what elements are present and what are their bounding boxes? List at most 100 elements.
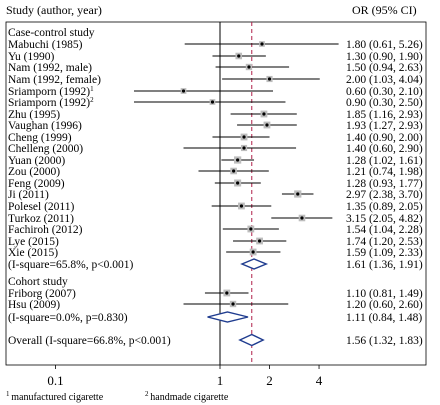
footnote: 2 handmade cigarette [145,390,229,403]
study-label: Fachiroh (2012) [8,224,83,236]
study-ci-text: 1.93 (1.27, 2.93) [346,120,423,132]
forest-row-study: Cheng (1999) 1.40 (0.90, 2.00) [8,132,423,144]
forest-row-study: Vaughan (1996) 1.93 (1.27, 2.93) [8,120,423,132]
forest-row-subtotal: (I-square=0.0%, p=0.830) 1.11 (0.84, 1.48… [8,311,422,324]
x-tick-label: 4 [316,373,323,388]
forest-row-study: Yu (1990) 1.30 (0.90, 1.90) [8,51,423,63]
study-label: Chelleng (2000) [8,143,83,155]
forest-row-study: Lye (2015) 1.74 (1.20, 2.53) [8,236,423,248]
subtotal-label: (I-square=0.0%, p=0.830) [8,312,128,324]
study-ci-text: 1.80 (0.61, 5.26) [346,39,423,51]
forest-row-study: Friborg (2007) 1.10 (0.81, 1.49) [8,288,423,300]
forest-row-study: Mabuchi (1985) 1.80 (0.61, 5.26) [8,39,423,51]
point-estimate [225,291,229,295]
study-label: Ji (2011) [8,189,49,201]
overall-diamond [238,333,265,347]
study-label: Hsu (2009) [8,299,60,311]
forest-row-study: Fachiroh (2012) 1.54 (1.04, 2.28) [8,224,423,236]
study-label: Nam (1992, female) [8,74,101,86]
forest-row-study: Chelleng (2000) 1.40 (0.60, 2.90) [8,143,423,155]
study-ci-text: 1.35 (0.89, 2.05) [346,201,423,213]
point-estimate [236,181,240,185]
study-label: Yu (1990) [8,51,54,63]
footnote: 1 manufactured cigarette [6,390,104,403]
study-ci-text: 1.54 (1.04, 2.28) [346,224,423,236]
point-estimate [260,42,264,46]
study-ci-text: 1.85 (1.16, 2.93) [346,109,423,121]
point-estimate [239,204,244,208]
study-label: Zou (2000) [8,166,60,178]
point-estimate [210,100,215,104]
forest-row-study: Feng (2009) 1.28 (0.93, 1.77) [8,178,423,190]
study-label: Zhu (1995) [8,109,60,121]
study-ci-text: 2.00 (1.03, 4.04) [346,74,423,86]
study-label: Xie (2015) [8,247,58,259]
forest-row-study: Nam (1992, male) 1.50 (0.94, 2.63) [8,62,423,74]
header-study: Study (author, year) [6,3,102,17]
point-estimate [181,89,186,93]
study-label: Sriamporn (1992)1 [8,85,94,98]
study-label: Nam (1992, male) [8,62,92,74]
study-ci-text: 1.40 (0.60, 2.90) [346,143,423,155]
study-label: Cheng (1999) [8,132,72,144]
point-estimate [242,135,246,139]
study-ci-text: 1.59 (1.09, 2.33) [346,247,423,259]
study-label: Friborg (2007) [8,288,76,300]
forest-row-study: Zhu (1995) 1.85 (1.16, 2.93) [8,109,423,121]
forest-row-study: Turkoz (2011) 3.15 (2.05, 4.82) [8,213,423,225]
point-estimate [267,77,272,81]
header-effect: OR (95% CI) [352,3,417,17]
forest-row-study: Xie (2015) 1.59 (1.09, 2.33) [8,247,423,259]
point-estimate [262,112,266,116]
study-ci-text: 1.30 (0.90, 1.90) [346,51,423,63]
forest-row-study: Yuan (2000) 1.28 (1.02, 1.61) [8,155,423,167]
study-ci-text: 0.90 (0.30, 2.50) [346,97,423,109]
study-label: Polesel (2011) [8,201,74,213]
point-estimate [231,302,235,306]
footnote-text: handmade cigarette [150,392,229,403]
point-estimate [232,169,236,173]
point-estimate [249,227,253,231]
study-label: Turkoz (2011) [8,213,74,225]
point-estimate [300,216,304,220]
forest-row-study: Zou (2000) 1.21 (0.74, 1.98) [8,166,423,178]
study-ci-text: 1.28 (1.02, 1.61) [346,155,423,167]
subtotal-diamond [207,311,249,323]
footnote-marker: 1 [6,390,11,398]
plot-frame [5,21,427,366]
study-label: Mabuchi (1985) [8,39,83,51]
point-estimate [247,65,251,69]
forest-row-group: Cohort study [8,276,68,288]
forest-row-study: Hsu (2009) 1.20 (0.60, 2.60) [8,299,423,311]
subtotal-label: (I-square=65.8%, p<0.001) [8,259,134,271]
forest-row-study: Nam (1992, female) 2.00 (1.03, 4.04) [8,74,423,86]
point-estimate [265,123,269,127]
forest-row-overall: Overall (I-square=66.8%, p<0.001) 1.56 (1… [8,333,423,347]
subtotal-diamond [240,258,269,270]
study-ci-text: 1.40 (0.90, 2.00) [346,132,423,144]
study-label: Sriamporn (1992)2 [8,96,94,109]
footnote-marker: 2 [90,96,94,104]
forest-row-study: Sriamporn (1992)2 0.90 (0.30, 2.50) [8,96,423,109]
study-label: Lye (2015) [8,236,59,248]
footnote-text: manufactured cigarette [11,392,103,403]
point-estimate [236,158,240,162]
footnote-marker: 2 [145,390,150,398]
x-tick-label: 2 [266,373,273,388]
study-ci-text: 1.50 (0.94, 2.63) [346,62,423,74]
study-ci-text: 2.97 (2.38, 3.70) [346,189,423,201]
point-estimate [296,192,300,196]
study-ci-text: 1.74 (1.20, 2.53) [346,236,423,248]
x-tick-label: 0.1 [47,373,63,388]
study-ci-text: 1.20 (0.60, 2.60) [346,299,423,311]
subtotal-ci-text: 1.61 (1.36, 1.91) [346,259,423,271]
study-label: Yuan (2000) [8,155,65,167]
study-ci-text: 0.60 (0.30, 2.10) [346,86,423,98]
study-label: Vaughan (1996) [8,120,82,132]
forest-row-group: Case-control study [8,27,95,39]
forest-row-study: Polesel (2011) 1.35 (0.89, 2.05) [8,201,423,213]
group-label: Case-control study [8,27,95,39]
forest-row-study: Ji (2011) 2.97 (2.38, 3.70) [8,189,423,201]
group-label: Cohort study [8,276,68,288]
